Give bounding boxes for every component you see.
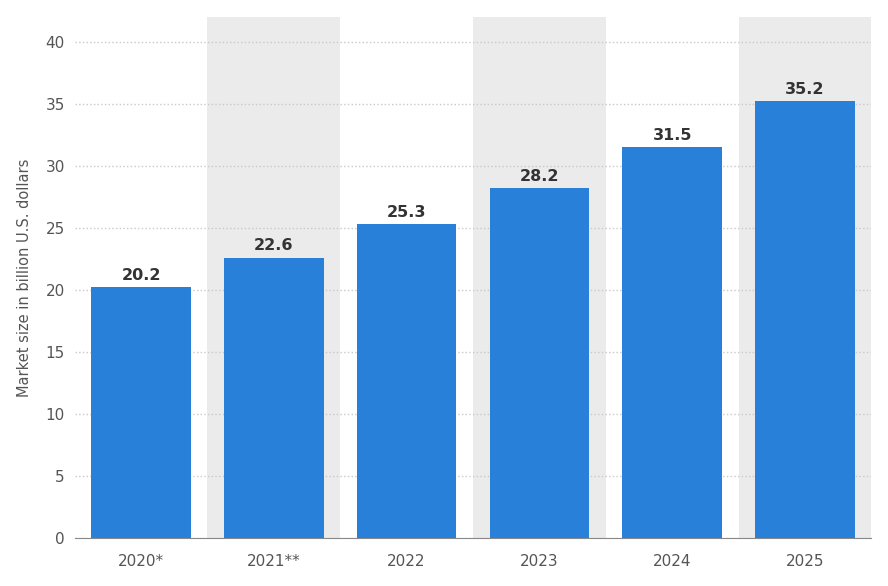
Bar <box>739 16 871 539</box>
Bar <box>357 224 456 539</box>
Bar <box>755 101 855 539</box>
Text: 20.2: 20.2 <box>122 268 161 283</box>
Bar <box>208 16 340 539</box>
Bar <box>489 188 589 539</box>
Text: 31.5: 31.5 <box>653 128 692 143</box>
Text: 35.2: 35.2 <box>785 82 825 97</box>
Text: 25.3: 25.3 <box>387 205 426 220</box>
Text: 28.2: 28.2 <box>519 169 559 184</box>
Bar <box>91 288 191 539</box>
Text: 22.6: 22.6 <box>254 239 294 253</box>
Bar <box>224 258 323 539</box>
Bar <box>622 147 722 539</box>
Y-axis label: Market size in billion U.S. dollars: Market size in billion U.S. dollars <box>17 158 32 397</box>
Bar <box>473 16 606 539</box>
